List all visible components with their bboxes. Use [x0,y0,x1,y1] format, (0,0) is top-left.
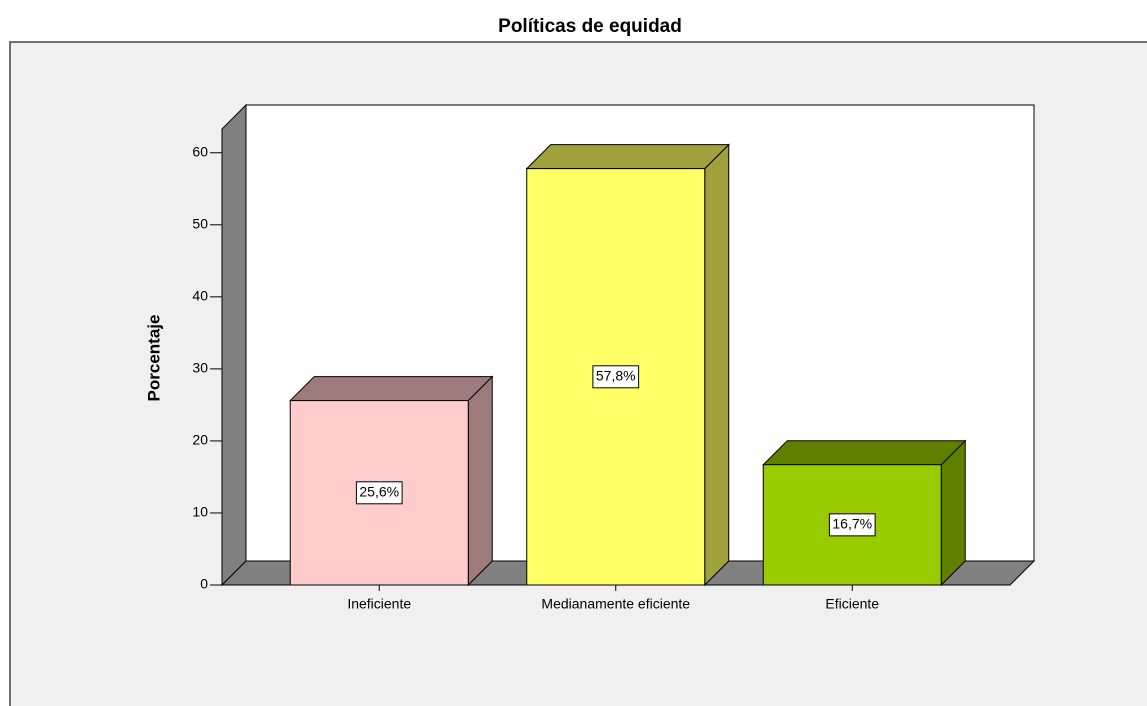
y-tick-label: 10 [192,504,208,520]
y-tick-label: 20 [192,432,208,448]
y-tick-label: 60 [192,143,208,159]
x-tick-label: Eficiente [825,596,879,612]
x-tick-label: Medianamente eficiente [541,596,690,612]
bar-side [467,375,493,587]
x-tick-label: Ineficiente [347,596,411,612]
y-axis-label: Porcentaje [144,315,163,402]
value-label: 25,6% [359,483,399,499]
y-tick-label: 50 [192,216,208,232]
frame-border [9,41,1147,706]
bar-side [940,439,966,587]
value-label-box [828,513,876,537]
y-tick-label: 0 [200,576,208,592]
value-label: 57,8% [596,368,636,384]
bar-top [289,376,494,402]
y-tick-label: 40 [192,288,208,304]
left-wall [221,103,247,587]
value-label-box [355,481,403,505]
bar-side [704,143,730,587]
value-label: 16,7% [832,516,872,532]
value-label-box [592,365,640,389]
bar-top [525,144,730,170]
chart-title: Políticas de equidad [498,16,682,37]
bar-top [762,440,967,466]
y-tick-label: 30 [192,360,208,376]
